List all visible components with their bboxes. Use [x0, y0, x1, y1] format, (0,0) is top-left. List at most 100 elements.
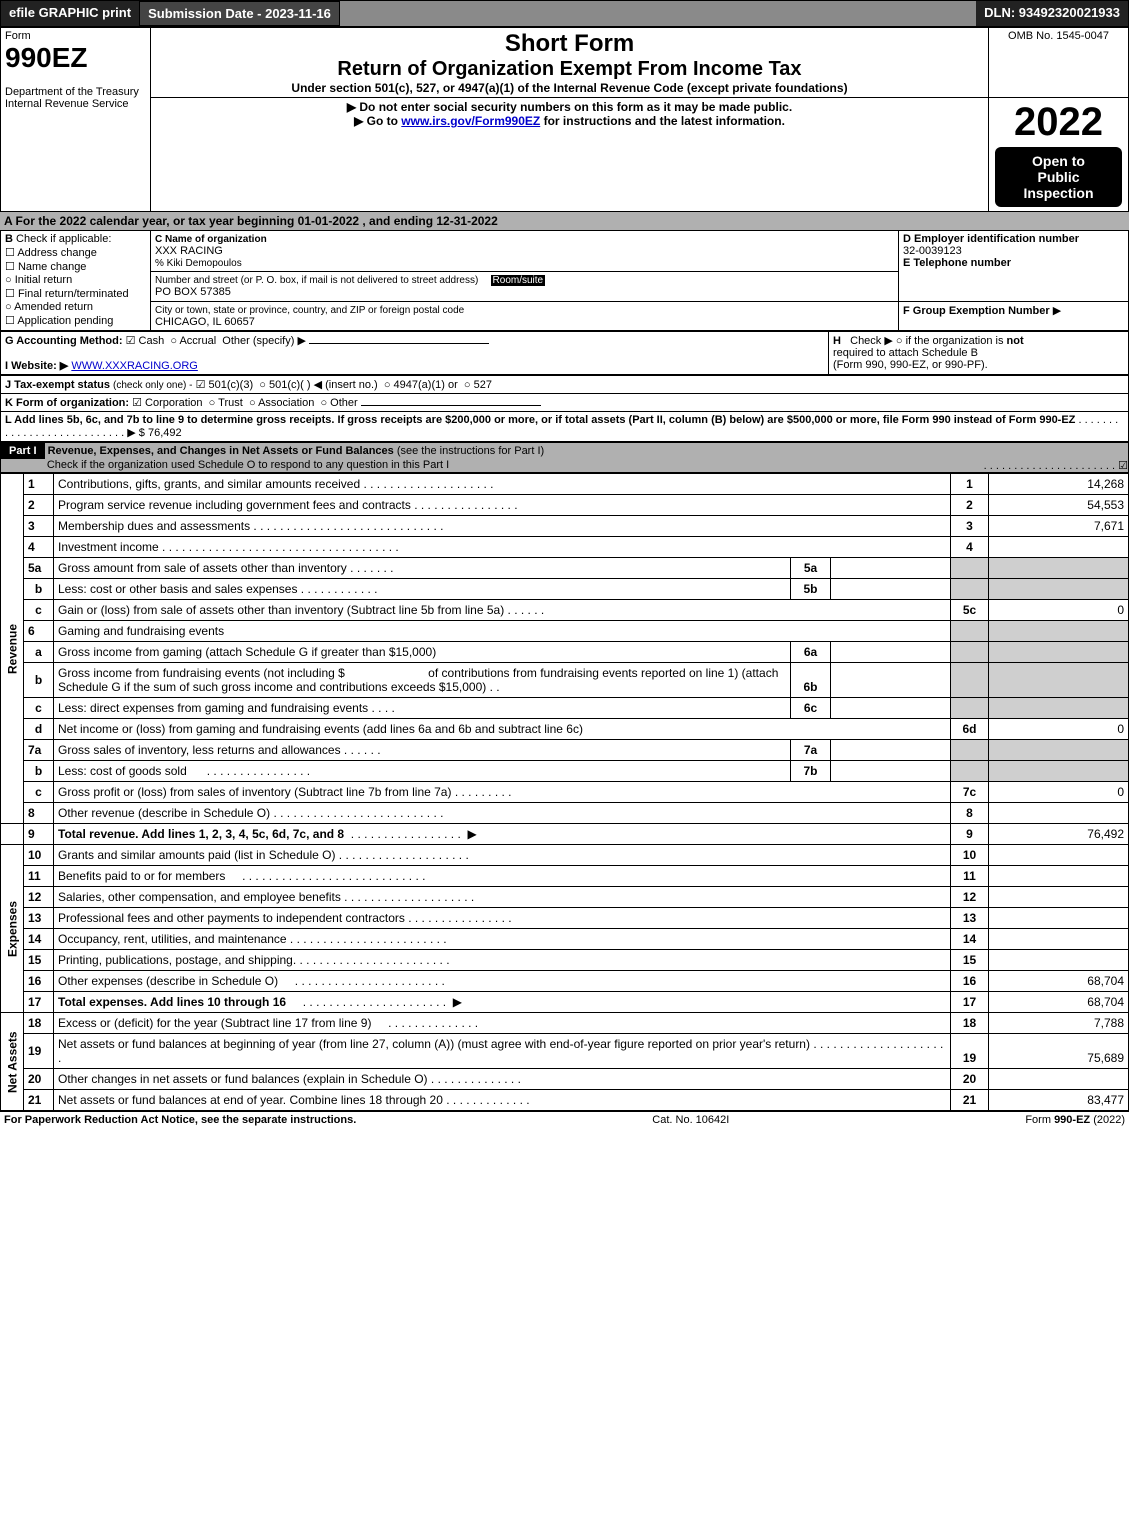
submission-date: Submission Date - 2023-11-16	[139, 1, 340, 26]
website-link[interactable]: WWW.XXXRACING.ORG	[71, 360, 198, 372]
l6c-desc: Less: direct expenses from gaming and fu…	[54, 698, 791, 719]
j-527-icon[interactable]	[464, 379, 471, 391]
part1-header-cell: Part I Revenue, Expenses, and Changes in…	[1, 443, 1129, 473]
l15-desc: Printing, publications, postage, and shi…	[54, 950, 951, 971]
l3-box: 3	[951, 516, 989, 537]
l7b-desc: Less: cost of goods sold . . . . . . . .…	[54, 761, 791, 782]
l6d-box: 6d	[951, 719, 989, 740]
l10-val	[989, 845, 1129, 866]
l10-desc: Grants and similar amounts paid (list in…	[54, 845, 951, 866]
l5a-desc: Gross amount from sale of assets other t…	[54, 558, 791, 579]
l3-desc: Membership dues and assessments . . . . …	[54, 516, 951, 537]
l6-valgray	[989, 621, 1129, 642]
l6d-val: 0	[989, 719, 1129, 740]
l7a-valgray	[989, 740, 1129, 761]
accrual-label: Accrual	[179, 335, 216, 347]
city-label: City or town, state or province, country…	[155, 305, 464, 316]
l17-box: 17	[951, 992, 989, 1013]
public: Public	[1037, 169, 1079, 185]
part1-scheduleo-check-icon[interactable]	[1118, 460, 1128, 472]
note-ssn: ▶ Do not enter social security numbers o…	[155, 100, 984, 114]
addr-label: Number and street (or P. O. box, if mail…	[155, 275, 478, 286]
l6a-mid: 6a	[791, 642, 831, 663]
chk-initial-return[interactable]: Initial return	[5, 274, 146, 286]
l21-val: 83,477	[989, 1090, 1129, 1111]
l17-num: 17	[24, 992, 54, 1013]
j-opt4: 527	[474, 379, 492, 391]
section-b-label: B	[5, 233, 13, 245]
chk-amended-return[interactable]: Amended return	[5, 301, 146, 313]
revenue-vert-label: Revenue	[1, 474, 24, 824]
checkbox-icon	[5, 261, 15, 273]
part1-check-line: Check if the organization used Schedule …	[47, 459, 449, 471]
footer-left: For Paperwork Reduction Act Notice, see …	[4, 1114, 356, 1126]
k-trust-icon[interactable]	[209, 397, 216, 409]
section-h-cell: H Check ▶ if the organization is not req…	[829, 332, 1129, 375]
l7a-num: 7a	[24, 740, 54, 761]
l4-num: 4	[24, 537, 54, 558]
other-specify-line[interactable]	[309, 343, 489, 344]
l17-val: 68,704	[989, 992, 1129, 1013]
section-c-name-cell: C Name of organization XXX RACING % Kiki…	[151, 231, 899, 272]
l21-box: 21	[951, 1090, 989, 1111]
l2-box: 2	[951, 495, 989, 516]
h-text4: (Form 990, 990-EZ, or 990-PF).	[833, 359, 988, 371]
k-other: Other	[330, 397, 358, 409]
chk-address-change[interactable]: Address change	[5, 246, 146, 259]
chk-name-change[interactable]: Name change	[5, 260, 146, 273]
part1-title-suffix: (see the instructions for Part I)	[397, 445, 544, 457]
l12-desc: Salaries, other compensation, and employ…	[54, 887, 951, 908]
section-c-city-cell: City or town, state or province, country…	[151, 301, 899, 330]
efile-label: efile GRAPHIC print	[1, 1, 139, 26]
l3-num: 3	[24, 516, 54, 537]
chk-application-pending[interactable]: Application pending	[5, 314, 146, 327]
k-assoc-icon[interactable]	[249, 397, 256, 409]
l6c-mid: 6c	[791, 698, 831, 719]
l7b-valgray	[989, 761, 1129, 782]
l6a-desc: Gross income from gaming (attach Schedul…	[54, 642, 791, 663]
j-501c-icon[interactable]	[259, 379, 266, 391]
l11-val	[989, 866, 1129, 887]
dln-label: DLN: 93492320021933	[976, 1, 1128, 26]
j-4947-icon[interactable]	[384, 379, 391, 391]
return-title: Return of Organization Exempt From Incom…	[155, 58, 984, 81]
l6-desc: Gaming and fundraising events	[54, 621, 951, 642]
chk-final-return[interactable]: Final return/terminated	[5, 287, 146, 300]
radio-icon	[5, 301, 12, 313]
h-radio-icon[interactable]	[896, 335, 903, 347]
l14-box: 14	[951, 929, 989, 950]
l5b-midval	[831, 579, 951, 600]
l7b-mid: 7b	[791, 761, 831, 782]
omb-number: OMB No. 1545-0047	[993, 30, 1124, 42]
l7a-midval	[831, 740, 951, 761]
l1-desc: Contributions, gifts, grants, and simila…	[54, 474, 951, 495]
l6b-mid: 6b	[791, 663, 831, 698]
irs-link[interactable]: www.irs.gov/Form990EZ	[401, 114, 540, 128]
j-501c3-icon[interactable]	[196, 378, 206, 391]
section-d-label: D Employer identification number	[903, 233, 1079, 245]
k-other-line[interactable]	[361, 405, 541, 406]
section-h-label: H	[833, 335, 841, 347]
l15-box: 15	[951, 950, 989, 971]
l18-val: 7,788	[989, 1013, 1129, 1034]
l6-boxgray	[951, 621, 989, 642]
section-l-text: L Add lines 5b, 6c, and 7b to line 9 to …	[5, 414, 1075, 426]
l6b-midval	[831, 663, 951, 698]
title-cell: Short Form Return of Organization Exempt…	[151, 28, 989, 98]
k-corp: Corporation	[145, 397, 202, 409]
other-specify-label: Other (specify) ▶	[222, 335, 306, 347]
l6b-boxgray	[951, 663, 989, 698]
l7c-desc: Gross profit or (loss) from sales of inv…	[54, 782, 951, 803]
section-e-label: E Telephone number	[903, 257, 1011, 269]
section-l-value: 76,492	[148, 427, 182, 439]
l5c-desc: Gain or (loss) from sale of assets other…	[54, 600, 951, 621]
section-g-label: G Accounting Method:	[5, 335, 123, 347]
header-table: Form 990EZ Department of the Treasury In…	[0, 27, 1129, 212]
checkbox-icon	[5, 315, 15, 327]
accrual-radio-icon[interactable]	[170, 335, 177, 347]
k-other-icon[interactable]	[320, 397, 327, 409]
k-corp-icon[interactable]	[132, 396, 142, 409]
section-f-label: F Group Exemption Number	[903, 305, 1050, 317]
l5a-num: 5a	[24, 558, 54, 579]
cash-checked-icon[interactable]	[126, 334, 136, 347]
